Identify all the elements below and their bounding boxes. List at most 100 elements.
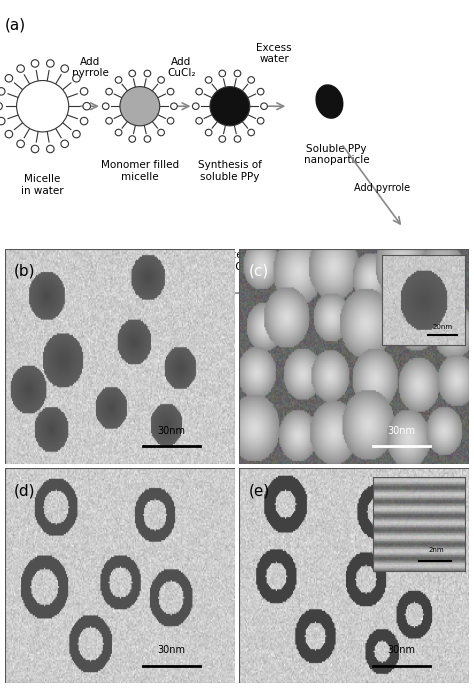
Circle shape <box>20 270 65 316</box>
Circle shape <box>274 273 314 313</box>
Circle shape <box>141 277 172 309</box>
Circle shape <box>158 77 164 83</box>
Circle shape <box>266 266 273 272</box>
Circle shape <box>205 129 212 136</box>
Text: Add
pyrrole: Add pyrrole <box>72 56 109 78</box>
Circle shape <box>261 103 267 109</box>
Text: Monomer filled
micelle: Monomer filled micelle <box>101 160 179 181</box>
Circle shape <box>46 60 54 67</box>
Circle shape <box>80 88 88 95</box>
Circle shape <box>102 103 109 109</box>
Circle shape <box>315 266 322 272</box>
Circle shape <box>31 145 39 153</box>
Text: 30nm: 30nm <box>157 426 185 436</box>
Circle shape <box>248 129 255 136</box>
Circle shape <box>120 86 160 126</box>
Circle shape <box>219 136 226 142</box>
Circle shape <box>387 290 393 296</box>
Text: Monomer swollen
micelle: Monomer swollen micelle <box>378 344 470 366</box>
Circle shape <box>257 118 264 124</box>
Text: (d): (d) <box>14 484 36 498</box>
Text: Soluble PPy
nanoparticle: Soluble PPy nanoparticle <box>304 144 369 165</box>
Circle shape <box>192 103 199 109</box>
Circle shape <box>291 324 297 331</box>
Circle shape <box>5 130 13 138</box>
Circle shape <box>167 118 174 124</box>
Circle shape <box>167 89 174 95</box>
Circle shape <box>421 323 428 330</box>
Circle shape <box>283 283 304 303</box>
Circle shape <box>73 130 80 138</box>
Circle shape <box>315 314 322 321</box>
Circle shape <box>5 75 13 82</box>
Text: Carbon
nanocapsule: Carbon nanocapsule <box>9 344 76 366</box>
Circle shape <box>453 302 459 309</box>
Circle shape <box>17 81 69 132</box>
Text: 30nm: 30nm <box>387 645 415 655</box>
Circle shape <box>389 302 396 309</box>
Text: Excess
water: Excess water <box>256 43 292 64</box>
Circle shape <box>83 102 91 110</box>
Text: Micelle
in water: Micelle in water <box>21 174 64 196</box>
Circle shape <box>196 118 202 124</box>
Circle shape <box>434 321 441 328</box>
Text: Synthesis of
insoluble PPy: Synthesis of insoluble PPy <box>259 344 328 366</box>
Circle shape <box>234 136 241 142</box>
Circle shape <box>255 290 262 296</box>
Circle shape <box>17 140 24 148</box>
Circle shape <box>455 290 462 296</box>
Circle shape <box>196 89 202 95</box>
Circle shape <box>106 118 112 124</box>
Circle shape <box>414 283 435 303</box>
Text: (c): (c) <box>248 264 269 279</box>
Circle shape <box>129 70 136 77</box>
Circle shape <box>421 256 428 263</box>
Circle shape <box>219 70 226 77</box>
Text: (e): (e) <box>248 484 270 498</box>
Circle shape <box>17 65 25 72</box>
Circle shape <box>291 255 297 262</box>
Circle shape <box>408 321 414 328</box>
Circle shape <box>326 290 332 296</box>
Circle shape <box>80 117 88 125</box>
Circle shape <box>115 77 122 83</box>
Circle shape <box>323 277 329 283</box>
Circle shape <box>266 314 273 321</box>
Circle shape <box>144 70 151 77</box>
Circle shape <box>397 314 403 320</box>
Text: Add
CuCl₂: Add CuCl₂ <box>167 56 196 78</box>
Circle shape <box>258 277 265 283</box>
Text: Add pyrrole: Add pyrrole <box>354 183 410 192</box>
Circle shape <box>158 129 164 136</box>
Circle shape <box>171 103 177 109</box>
Circle shape <box>277 258 284 264</box>
Text: (b): (b) <box>14 264 36 279</box>
Circle shape <box>0 88 5 95</box>
Circle shape <box>258 303 265 309</box>
Circle shape <box>453 277 459 284</box>
Circle shape <box>445 314 452 320</box>
Circle shape <box>323 303 329 309</box>
Circle shape <box>144 136 151 142</box>
Circle shape <box>129 136 136 142</box>
Ellipse shape <box>316 85 343 118</box>
Circle shape <box>408 259 414 266</box>
Circle shape <box>304 258 310 264</box>
Circle shape <box>46 145 54 153</box>
Circle shape <box>304 322 310 328</box>
Circle shape <box>205 77 212 83</box>
Text: Synthesis of
soluble PPy: Synthesis of soluble PPy <box>198 160 262 181</box>
Circle shape <box>434 259 441 266</box>
Circle shape <box>73 75 80 82</box>
Text: Carbonization: Carbonization <box>63 262 136 272</box>
Text: 30nm: 30nm <box>157 645 185 655</box>
Text: Excess
MeOH: Excess MeOH <box>218 250 254 272</box>
Circle shape <box>404 273 444 313</box>
Circle shape <box>257 89 264 95</box>
Circle shape <box>389 277 396 284</box>
Circle shape <box>61 140 69 148</box>
Circle shape <box>106 89 112 95</box>
Text: (a): (a) <box>5 17 26 33</box>
Circle shape <box>0 117 5 125</box>
Circle shape <box>134 270 179 316</box>
